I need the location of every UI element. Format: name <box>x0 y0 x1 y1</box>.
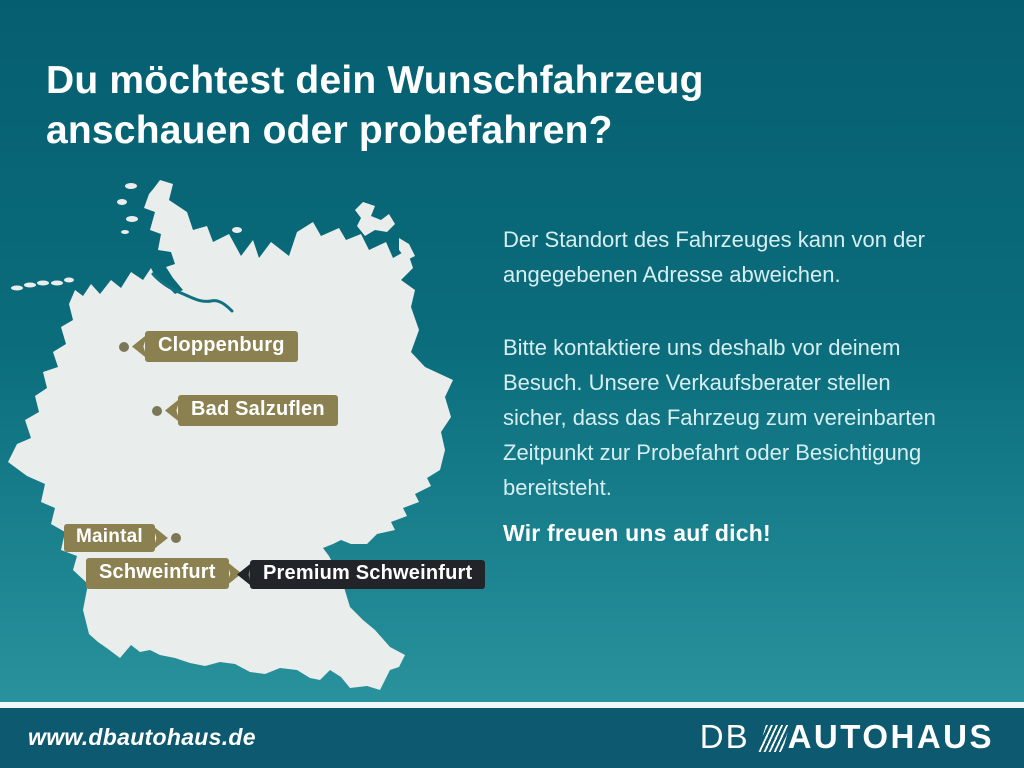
location-label: Schweinfurt <box>86 558 229 589</box>
db-autohaus-logo: DB AUTOHAUS <box>700 718 994 756</box>
location-dot <box>170 533 181 543</box>
location-dot <box>119 341 129 352</box>
map-marker-schweinfurt: Schweinfurt <box>86 558 255 589</box>
germany-map-svg <box>8 180 453 690</box>
ruegen-island <box>355 202 395 236</box>
germany-outline <box>8 180 453 690</box>
north-frisian-island <box>121 230 129 234</box>
map-marker-maintal: Maintal <box>64 524 181 552</box>
page-title: Du möchtest dein Wunschfahrzeug anschaue… <box>46 59 704 152</box>
location-label: Cloppenburg <box>145 331 298 362</box>
info-paragraph-1: Der Standort des Fahrzeuges kann von der… <box>503 227 925 287</box>
location-dot <box>244 568 255 579</box>
north-frisian-island <box>126 216 138 222</box>
location-label: Maintal <box>64 524 155 552</box>
location-label: Bad Salzuflen <box>178 395 338 426</box>
map-marker-cloppenburg: Cloppenburg <box>119 331 298 362</box>
location-label: Premium Schweinfurt <box>250 560 486 589</box>
website-url: www.dbautohaus.de <box>28 724 256 750</box>
elbe-river <box>151 272 234 313</box>
map-marker-bad-salzuflen: Bad Salzuflen <box>152 395 338 426</box>
fehmarn-island <box>232 227 242 233</box>
logo-hatch-icon <box>757 724 790 752</box>
east-frisian-island <box>51 280 63 286</box>
location-dot <box>152 405 162 416</box>
north-frisian-island <box>117 199 127 205</box>
east-frisian-island <box>11 285 23 291</box>
east-frisian-island <box>64 277 74 283</box>
closing-line: Wir freuen uns auf dich! <box>503 520 771 546</box>
map-marker-premium-schweinfurt: Premium Schweinfurt <box>234 560 486 589</box>
usedom-island <box>399 238 415 260</box>
east-frisian-island <box>37 280 49 286</box>
north-frisian-island <box>125 183 137 189</box>
east-frisian-island <box>24 282 36 288</box>
footer-bar: www.dbautohaus.de DB AUTOHAUS <box>0 702 1024 768</box>
germany-map <box>3 172 463 712</box>
logo-prefix: DB <box>699 718 750 755</box>
logo-name: AUTOHAUS <box>787 718 994 755</box>
info-paragraph-2: Bitte kontaktiere uns deshalb vor deinem… <box>503 335 936 500</box>
pointer-right-icon <box>152 526 168 550</box>
